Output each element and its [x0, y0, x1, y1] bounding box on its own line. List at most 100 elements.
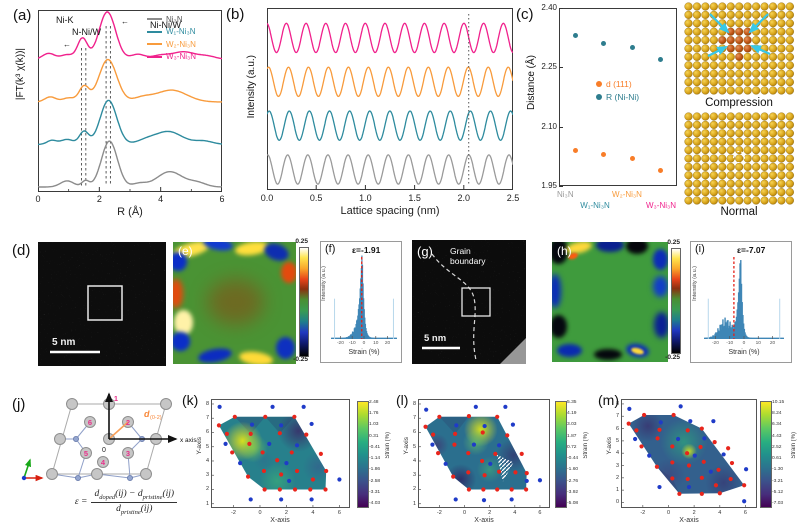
tick-mark [559, 186, 563, 187]
panel-k-xlabel: X-axis [270, 517, 290, 524]
x-tick-label: 0 [258, 510, 262, 516]
cbar-tick-label: 1.87 [567, 433, 577, 439]
cbar-tick-label: 1.76 [369, 411, 379, 417]
strain-blob [654, 311, 668, 338]
x-tick-label: -2 [640, 510, 646, 516]
data-point [657, 167, 663, 173]
legend-label: Ni₃N [166, 14, 183, 24]
tick-label: 1.5 [408, 193, 421, 203]
legend-item: W₂-Ni₃N [147, 38, 196, 51]
panel-a-plot [38, 10, 222, 192]
tick-label: 0 [35, 194, 41, 204]
svg-text:d: d [144, 409, 150, 419]
bright-corner [500, 338, 526, 364]
panel-a-xlabel: R (Å) [117, 206, 143, 218]
cbar-tick-label: -0.44 [567, 456, 579, 462]
y-tick-label: 6 [412, 429, 416, 436]
cbar-tick-label: -2.58 [369, 478, 381, 484]
cbar-tick-label: 4.43 [772, 433, 782, 439]
tick-label: 4 [158, 194, 164, 204]
cbar-tick-label: -0.41 [369, 444, 381, 450]
strain-blob [173, 278, 183, 308]
z-triad-dot [21, 475, 27, 481]
x-tick-label: -2 [436, 510, 442, 516]
x-tick-label: 20 [384, 341, 391, 346]
tick-label: 2.0 [457, 193, 471, 203]
roi-box [461, 287, 491, 317]
strain-blob [552, 242, 569, 264]
panel-i-label: (i) [695, 243, 705, 255]
panel-i-xlabel: Strain (%) [728, 349, 760, 356]
cbar-tick-label: -3.31 [369, 489, 381, 495]
data-point [573, 33, 579, 39]
y-tick-label: 8 [615, 400, 619, 407]
panel-e-colorbar [299, 247, 309, 357]
y-tick-label: 7 [412, 415, 416, 422]
y-tick-label: 5 [412, 443, 416, 450]
svg-text:0: 0 [102, 447, 106, 454]
x-tick-label: 10 [373, 341, 379, 346]
tick-label: 0.0 [260, 193, 274, 203]
cbar-tick-label: -5.12 [772, 489, 784, 495]
cbar-tick-label: 2.48 [369, 400, 379, 405]
y-tick-label: 2 [412, 486, 416, 493]
legend-line-swatch [147, 55, 162, 58]
panel-h-strain-map [552, 242, 668, 362]
scalebar-text: 5 nm [52, 337, 75, 348]
formula-denominator: dpristine(ij) [116, 503, 153, 516]
cbar-tick-label: 10.15 [772, 400, 785, 405]
data-point [657, 56, 663, 62]
formula-lhs: ε = [74, 497, 88, 508]
x-tick-label: -10 [348, 341, 356, 346]
panel-m-xlabel: X-axis [679, 517, 699, 524]
y-tick-label: 2.10 [541, 121, 557, 131]
x-tick-label: 2 [488, 510, 492, 516]
panel-h-cbar-min: -0.25 [665, 354, 680, 361]
svg-text:4: 4 [101, 458, 106, 467]
panel-m-cbar-label: Strain (%) [791, 432, 797, 459]
y-tick-label: 0 [615, 499, 619, 506]
strain-blob [238, 349, 275, 364]
panel-l-map [418, 403, 543, 508]
formula-numerator: ddoped(ij) − dpristine(ij) [91, 489, 178, 503]
y-tick-label: 5 [205, 443, 209, 450]
cbar-tick-label: 2.52 [772, 444, 782, 450]
cbar-tick-label: 0.72 [567, 444, 577, 450]
panel-a-curves [38, 11, 222, 192]
y-tick-label: 2.40 [541, 3, 557, 12]
panel-m-map [621, 403, 749, 508]
panel-i-strain-value: ε=-7.07 [737, 245, 766, 255]
data-point [573, 147, 579, 153]
x-tick-label: 4 [311, 510, 315, 516]
panel-g-tem-image: 5 nm [412, 240, 526, 364]
tick-label: 1.0 [359, 193, 372, 203]
cbar-tick-label: -5.08 [567, 501, 579, 506]
grain-boundary-line [431, 253, 477, 361]
panel-i-ylabel: Intensity (a.u.) [692, 266, 698, 301]
panel-b-curves [267, 14, 513, 190]
panel-d-label: (d) [12, 242, 31, 259]
tick-mark [559, 126, 563, 128]
left-arrow-icon: ← [121, 17, 129, 26]
cbar-tick-label: -2.76 [567, 478, 579, 484]
strain-blob [174, 310, 193, 335]
axes-triad-icon [21, 458, 44, 482]
panel-m-colorbar [760, 401, 772, 508]
x-tick-label: 0 [742, 341, 746, 346]
y-tick-label: 4 [615, 450, 619, 457]
normal-caption: Normal [720, 206, 758, 218]
strain-blob [262, 242, 291, 265]
strain-blob [552, 315, 568, 338]
y-tick-label: 5 [615, 437, 619, 444]
cbar-tick-label: -1.30 [772, 467, 784, 473]
strain-blob [196, 346, 233, 364]
panel-b-label: (b) [226, 6, 245, 23]
strain-blob [276, 337, 295, 360]
cbar-tick-label: 3.03 [567, 422, 577, 428]
x-tick-label: 6 [538, 510, 542, 516]
panel-m-label: (m) [598, 392, 619, 408]
y-tick-label: 2 [615, 474, 619, 481]
category-label: Ni₃N [557, 190, 574, 199]
strain-blob [652, 249, 668, 270]
